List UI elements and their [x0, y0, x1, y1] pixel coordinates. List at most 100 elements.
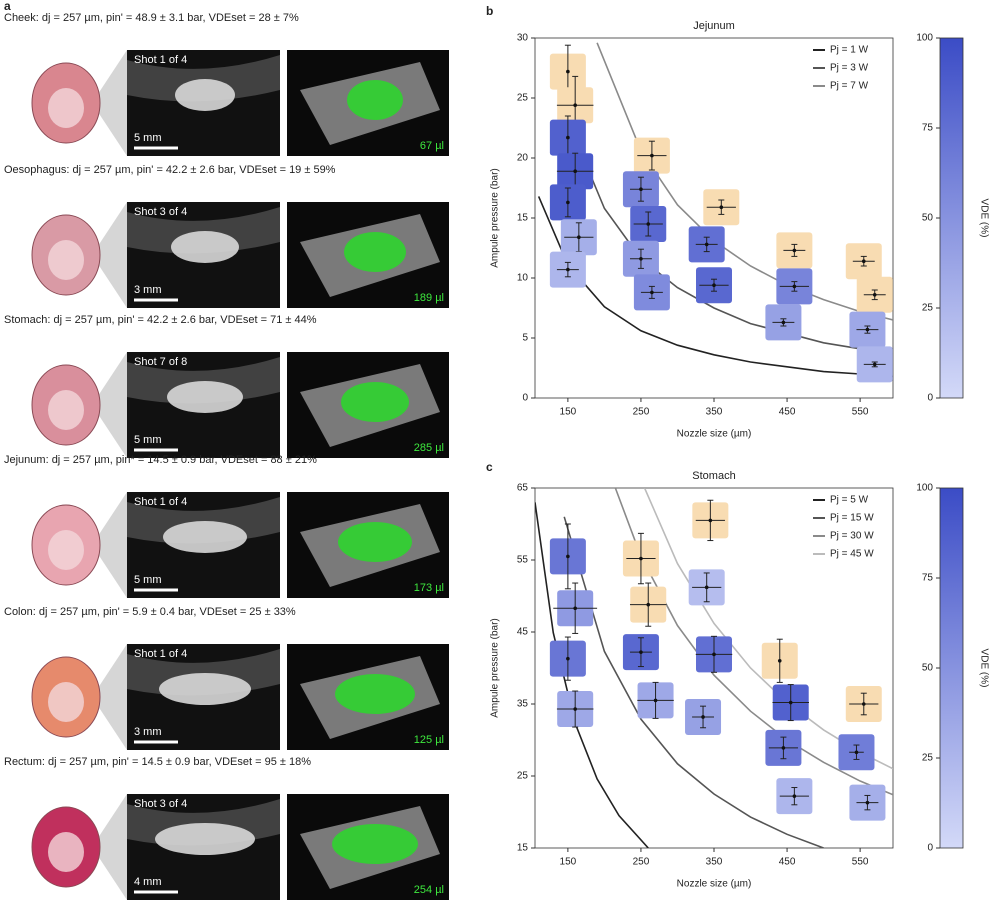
point: [653, 698, 658, 703]
volume-label: 254 µl: [414, 884, 444, 896]
colorbar-tick-label: 50: [922, 213, 934, 224]
colorbar-tick-label: 50: [922, 663, 934, 674]
colorbar-label: VDE (%): [978, 649, 989, 688]
organ-detail: [48, 832, 84, 872]
point: [861, 702, 866, 706]
y-tick-label: 25: [517, 771, 529, 782]
point: [865, 327, 870, 332]
point: [566, 135, 570, 140]
point: [777, 659, 782, 663]
point: [792, 794, 797, 798]
volume-label: 125 µl: [414, 734, 444, 746]
point: [650, 290, 654, 295]
ct-tissue: [127, 55, 280, 102]
curves: [535, 488, 893, 848]
point: [646, 602, 651, 607]
point: [573, 606, 577, 611]
ct-bolus: [167, 381, 243, 413]
y-tick-label: 35: [517, 699, 529, 710]
render-bolus: [344, 232, 406, 272]
organ-detail: [48, 240, 84, 280]
x-tick-label: 350: [706, 857, 723, 868]
legend-label: Pj = 1 W: [830, 45, 869, 56]
point: [566, 656, 570, 661]
point: [639, 257, 643, 261]
shot-label: Shot 3 of 4: [134, 206, 187, 218]
ct-tissue: [127, 357, 280, 404]
legend-label: Pj = 30 W: [830, 531, 874, 542]
x-tick-label: 150: [560, 407, 577, 418]
render-bolus: [335, 674, 415, 714]
point: [719, 205, 724, 209]
colorbar: [939, 487, 964, 849]
legend-label: Pj = 3 W: [830, 63, 869, 74]
organ-detail: [48, 682, 84, 722]
y-axis-label: Ampule pressure (bar): [490, 168, 501, 267]
colorbar-tick-label: 0: [927, 393, 933, 404]
render-bolus: [332, 824, 418, 864]
legend-label: Pj = 45 W: [830, 549, 874, 560]
volume-label: 285 µl: [414, 442, 444, 454]
y-tick-label: 65: [517, 483, 529, 494]
zoom-wedge: [92, 352, 127, 458]
volume-label: 173 µl: [414, 582, 444, 594]
row-header: Rectum: dj = 257 µm, pin' = 14.5 ± 0.9 b…: [4, 756, 311, 768]
point: [573, 169, 577, 173]
legend-label: Pj = 15 W: [830, 513, 874, 524]
point: [708, 518, 713, 523]
point: [792, 248, 797, 253]
organ-detail: [48, 390, 84, 430]
point: [566, 554, 570, 559]
scale-label: 4 mm: [134, 876, 162, 888]
ct-bolus: [171, 231, 239, 263]
row-header: Colon: dj = 257 µm, pin' = 5.9 ± 0.4 bar…: [4, 606, 296, 618]
scale-label: 5 mm: [134, 574, 162, 586]
y-tick-label: 55: [517, 555, 529, 566]
point: [788, 700, 793, 705]
y-tick-label: 30: [517, 33, 529, 44]
row-header: Cheek: dj = 257 µm, pin' = 48.9 ± 3.1 ba…: [4, 12, 299, 24]
point: [872, 362, 877, 367]
point: [861, 259, 866, 264]
colorbar-tick-label: 75: [922, 123, 934, 134]
x-axis-label: Nozzle size (µm): [677, 879, 752, 890]
row-header: Oesophagus: dj = 257 µm, pin' = 42.2 ± 2…: [4, 164, 336, 176]
x-tick-label: 450: [779, 407, 796, 418]
render-bolus: [338, 522, 412, 562]
colorbar-tick-label: 75: [922, 573, 934, 584]
organ-detail: [48, 88, 84, 128]
y-tick-label: 20: [517, 153, 529, 164]
x-tick-label: 550: [852, 407, 869, 418]
colorbar-label: VDE (%): [978, 199, 989, 238]
shot-label: Shot 1 of 4: [134, 648, 187, 660]
scale-label: 5 mm: [134, 434, 162, 446]
shot-label: Shot 1 of 4: [134, 496, 187, 508]
colorbar-tick-label: 25: [922, 753, 934, 764]
zoom-wedge: [92, 644, 127, 750]
ct-bolus: [155, 823, 255, 855]
panel-label: c: [486, 460, 493, 474]
point: [712, 283, 716, 288]
ct-tissue: [127, 207, 280, 254]
point: [646, 222, 651, 226]
point: [704, 242, 709, 247]
y-tick-label: 15: [517, 213, 529, 224]
row-header: Stomach: dj = 257 µm, pin' = 42.2 ± 2.6 …: [4, 314, 317, 326]
y-tick-label: 0: [522, 393, 528, 404]
point: [639, 556, 643, 561]
x-tick-label: 550: [852, 857, 869, 868]
point: [872, 293, 877, 297]
point: [639, 187, 643, 191]
point: [704, 585, 709, 590]
point: [781, 320, 786, 325]
x-tick-label: 350: [706, 407, 723, 418]
organ-detail: [48, 530, 84, 570]
volume-label: 189 µl: [414, 292, 444, 304]
shot-label: Shot 7 of 8: [134, 356, 187, 368]
scale-label: 3 mm: [134, 726, 162, 738]
ct-bolus: [163, 521, 247, 553]
zoom-wedge: [92, 202, 127, 308]
colorbar-tick-label: 100: [916, 33, 933, 44]
chart-title: Jejunum: [693, 20, 735, 32]
